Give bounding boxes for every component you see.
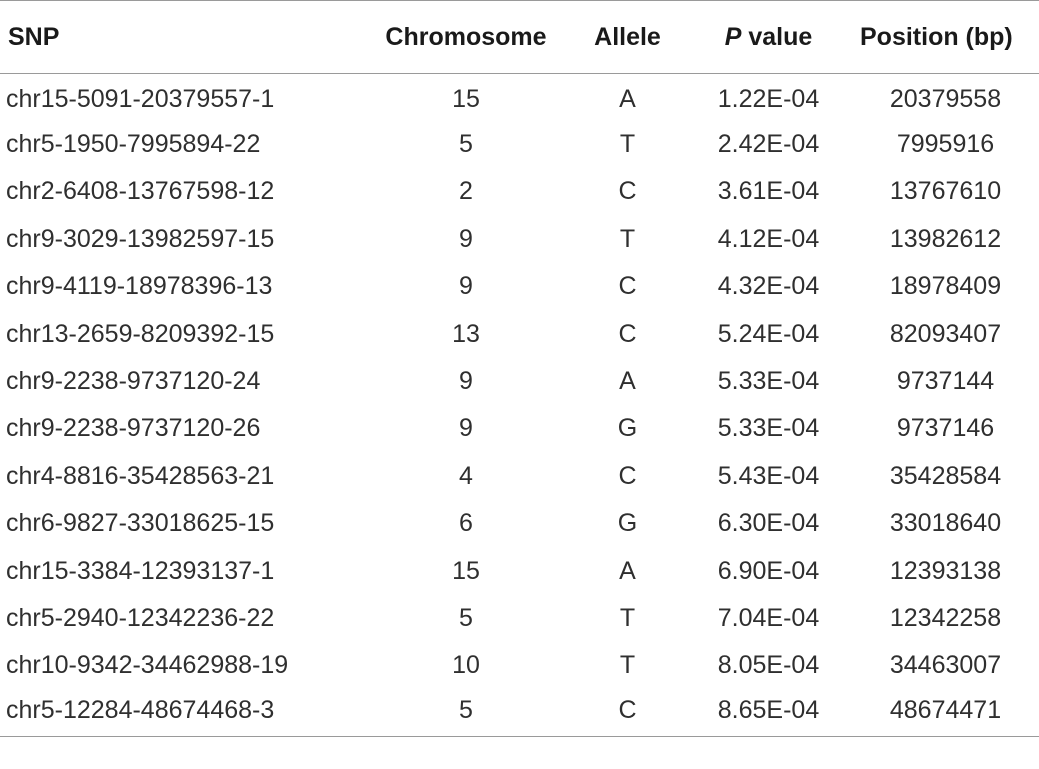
cell-position: 35428584	[889, 461, 1002, 490]
snp-table-container: SNP Chromosome Allele P value Position (…	[0, 0, 1039, 738]
cell-p-value: 5.43E-04	[717, 461, 820, 490]
cell-allele: C	[618, 272, 637, 301]
table-row: chr9-4119-18978396-13 9 C 4.32E-04 18978409	[0, 263, 1039, 310]
cell-p-value: 8.05E-04	[717, 651, 820, 680]
cell-p-value: 7.04E-04	[717, 603, 820, 632]
cell-snp: chr5-12284-48674468-3	[0, 689, 362, 738]
header-chromosome: Chromosome	[362, 0, 570, 74]
cell-position: 20379558	[889, 84, 1002, 113]
table-row: chr9-2238-9737120-24 9 A 5.33E-04 9737144	[0, 358, 1039, 405]
cell-p-value: 8.65E-04	[685, 689, 852, 738]
cell-position: 82093407	[889, 319, 1002, 348]
cell-chromosome: 9	[459, 367, 473, 396]
cell-chromosome: 5	[459, 603, 473, 632]
snp-table: SNP Chromosome Allele P value Position (…	[0, 0, 1039, 738]
cell-allele: A	[619, 367, 636, 396]
header-position: Position (bp)	[852, 0, 1039, 74]
cell-p-value: 1.22E-04	[717, 84, 820, 113]
table-row: chr5-12284-48674468-3 5 C 8.65E-04 48674471	[0, 689, 1039, 738]
cell-snp: chr2-6408-13767598-12	[6, 177, 275, 206]
cell-snp: chr10-9342-34462988-19	[6, 651, 289, 680]
cell-allele: C	[618, 461, 637, 490]
cell-position: 13982612	[889, 224, 1002, 253]
table-row: chr5-1950-7995894-22 5 T 2.42E-04 7995916	[0, 121, 1039, 168]
cell-allele: T	[619, 224, 636, 253]
cell-snp: chr15-5091-20379557-1	[6, 84, 275, 113]
table-body: chr15-5091-20379557-1 15 A 1.22E-04 20379558…	[0, 74, 1039, 738]
cell-p-value: 5.24E-04	[717, 319, 820, 348]
table-row: chr9-3029-13982597-15 9 T 4.12E-04 13982612	[0, 216, 1039, 263]
cell-snp: chr13-2659-8209392-15	[6, 319, 275, 348]
cell-allele: C	[618, 319, 637, 348]
cell-chromosome: 5	[459, 130, 473, 159]
header-p-rest: value	[741, 22, 813, 51]
table-row: chr15-3384-12393137-1 15 A 6.90E-04 12393138	[0, 547, 1039, 594]
cell-chromosome: 4	[459, 461, 473, 490]
cell-allele: T	[619, 651, 636, 680]
cell-snp: chr6-9827-33018625-15	[6, 509, 275, 538]
header-snp: SNP	[0, 0, 362, 74]
header-p-italic: P	[724, 22, 742, 51]
cell-chromosome: 2	[459, 177, 473, 206]
cell-chromosome: 9	[459, 272, 473, 301]
cell-position: 18978409	[889, 272, 1002, 301]
cell-allele: C	[618, 177, 637, 206]
table-row: chr9-2238-9737120-26 9 G 5.33E-04 9737146	[0, 405, 1039, 452]
table-row: chr2-6408-13767598-12 2 C 3.61E-04 13767610	[0, 168, 1039, 215]
cell-snp: chr4-8816-35428563-21	[6, 461, 275, 490]
table-row: chr10-9342-34462988-19 10 T 8.05E-04 3446300…	[0, 642, 1039, 689]
cell-position: 13767610	[889, 177, 1002, 206]
cell-p-value: 6.30E-04	[717, 509, 820, 538]
cell-position: 33018640	[889, 509, 1002, 538]
cell-position: 34463007	[889, 651, 1002, 680]
cell-snp: chr9-2238-9737120-26	[6, 414, 261, 443]
cell-snp: chr5-1950-7995894-22	[6, 130, 261, 159]
cell-p-value: 4.12E-04	[717, 224, 820, 253]
cell-p-value: 5.33E-04	[717, 414, 820, 443]
cell-snp: chr9-4119-18978396-13	[6, 272, 273, 301]
header-allele: Allele	[570, 0, 685, 74]
cell-p-value: 6.90E-04	[717, 556, 820, 585]
cell-snp: chr15-3384-12393137-1	[6, 556, 275, 585]
table-row: chr4-8816-35428563-21 4 C 5.43E-04 35428584	[0, 453, 1039, 500]
cell-p-value: 4.32E-04	[717, 272, 820, 301]
cell-allele: T	[619, 130, 636, 159]
table-row: chr5-2940-12342236-22 5 T 7.04E-04 12342258	[0, 595, 1039, 642]
cell-position: 12393138	[889, 556, 1002, 585]
cell-p-value: 2.42E-04	[717, 130, 820, 159]
cell-allele: A	[619, 84, 636, 113]
cell-position: 7995916	[896, 130, 995, 159]
cell-chromosome: 15	[452, 556, 480, 585]
cell-allele: T	[619, 603, 636, 632]
header-p-value: P value	[685, 0, 852, 74]
header-row: SNP Chromosome Allele P value Position (…	[0, 0, 1039, 74]
table-row: chr13-2659-8209392-15 13 C 5.24E-04 82093407	[0, 310, 1039, 357]
cell-chromosome: 9	[459, 414, 473, 443]
cell-chromosome: 5	[362, 689, 570, 738]
cell-position: 12342258	[889, 603, 1002, 632]
table-row: chr15-5091-20379557-1 15 A 1.22E-04 20379558	[0, 74, 1039, 121]
cell-position: 9737146	[896, 414, 995, 443]
cell-chromosome: 15	[452, 84, 480, 113]
cell-allele: G	[617, 414, 638, 443]
cell-allele: A	[619, 556, 636, 585]
cell-allele: C	[570, 689, 685, 738]
cell-chromosome: 9	[459, 224, 473, 253]
cell-snp: chr9-2238-9737120-24	[6, 367, 261, 396]
cell-p-value: 3.61E-04	[717, 177, 820, 206]
cell-p-value: 5.33E-04	[717, 367, 820, 396]
cell-snp: chr9-3029-13982597-15	[6, 224, 275, 253]
cell-chromosome: 6	[459, 509, 473, 538]
cell-chromosome: 13	[452, 319, 480, 348]
table-header: SNP Chromosome Allele P value Position (…	[0, 0, 1039, 74]
cell-position: 9737144	[896, 367, 995, 396]
cell-chromosome: 10	[452, 651, 480, 680]
table-row: chr6-9827-33018625-15 6 G 6.30E-04 33018640	[0, 500, 1039, 547]
cell-position: 48674471	[852, 689, 1039, 738]
cell-snp: chr5-2940-12342236-22	[6, 603, 275, 632]
cell-allele: G	[617, 509, 638, 538]
